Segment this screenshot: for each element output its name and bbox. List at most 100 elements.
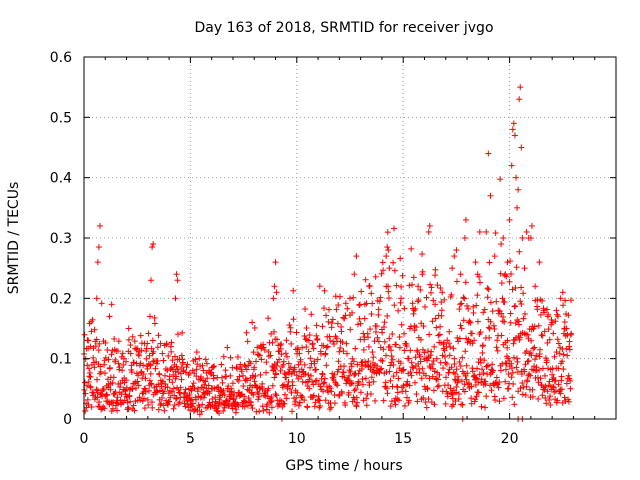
data-point xyxy=(95,347,102,354)
data-point xyxy=(378,365,385,372)
data-point xyxy=(89,316,96,323)
data-point xyxy=(509,369,516,376)
data-point xyxy=(174,331,181,338)
data-point xyxy=(108,301,115,308)
data-point xyxy=(401,330,408,337)
data-point xyxy=(435,382,442,389)
data-point xyxy=(356,302,363,309)
data-point xyxy=(131,380,138,387)
data-point xyxy=(393,282,400,289)
data-point xyxy=(382,379,389,386)
data-point xyxy=(559,289,566,296)
data-point xyxy=(457,363,464,370)
data-point xyxy=(174,277,181,284)
data-point xyxy=(351,387,358,394)
data-point xyxy=(360,346,367,353)
data-point xyxy=(468,395,475,402)
data-point xyxy=(220,353,227,360)
data-point xyxy=(550,330,557,337)
data-point xyxy=(85,378,92,385)
data-point xyxy=(193,349,200,356)
data-point xyxy=(256,408,263,415)
data-point xyxy=(269,339,276,346)
data-point xyxy=(171,392,178,399)
data-point xyxy=(244,338,251,345)
data-point xyxy=(187,407,194,414)
data-point xyxy=(178,376,185,383)
data-point xyxy=(234,353,241,360)
data-point xyxy=(404,394,411,401)
data-point xyxy=(561,394,568,401)
data-point xyxy=(481,306,488,313)
data-point xyxy=(333,380,340,387)
data-point xyxy=(419,365,426,372)
data-point xyxy=(135,382,142,389)
data-point xyxy=(296,350,303,357)
data-point xyxy=(410,310,417,317)
data-point xyxy=(281,391,288,398)
data-point xyxy=(337,344,344,351)
data-point xyxy=(114,407,121,414)
data-point xyxy=(364,334,371,341)
data-point xyxy=(376,369,383,376)
data-point xyxy=(509,394,516,401)
data-point xyxy=(113,397,120,404)
data-point xyxy=(379,259,386,266)
data-point xyxy=(173,373,180,380)
data-point xyxy=(553,349,560,356)
data-point xyxy=(188,387,195,394)
data-point xyxy=(528,352,535,359)
data-point xyxy=(373,323,380,330)
data-point xyxy=(98,300,105,307)
data-point xyxy=(472,396,479,403)
data-point xyxy=(519,391,526,398)
data-point xyxy=(173,363,180,370)
data-point xyxy=(369,300,376,307)
data-point xyxy=(417,336,424,343)
data-point xyxy=(492,397,499,404)
data-point xyxy=(163,340,170,347)
data-point xyxy=(508,162,515,169)
data-point xyxy=(94,376,101,383)
data-point xyxy=(321,379,328,386)
data-point xyxy=(483,393,490,400)
data-point xyxy=(453,389,460,396)
data-point xyxy=(377,357,384,364)
data-point xyxy=(433,324,440,331)
data-point xyxy=(397,299,404,306)
data-point xyxy=(147,362,154,369)
data-point xyxy=(271,374,278,381)
x-tick-label: 0 xyxy=(80,431,89,447)
data-point xyxy=(448,364,455,371)
data-point xyxy=(380,267,387,274)
data-point xyxy=(266,409,273,416)
data-point xyxy=(479,349,486,356)
data-point xyxy=(383,385,390,392)
data-point xyxy=(267,352,274,359)
data-point xyxy=(267,399,274,406)
data-point xyxy=(292,398,299,405)
data-point xyxy=(102,339,109,346)
data-point xyxy=(112,356,119,363)
data-point xyxy=(498,241,505,248)
data-point xyxy=(305,371,312,378)
data-point xyxy=(527,372,534,379)
data-point xyxy=(443,361,450,368)
data-point xyxy=(544,388,551,395)
data-point xyxy=(321,375,328,382)
data-point xyxy=(289,408,296,415)
data-point xyxy=(307,355,314,362)
data-point xyxy=(447,344,454,351)
data-point xyxy=(325,389,332,396)
data-point xyxy=(511,401,518,408)
data-point xyxy=(367,390,374,397)
data-point xyxy=(507,258,514,265)
data-point xyxy=(331,371,338,378)
data-point xyxy=(335,358,342,365)
data-point xyxy=(293,329,300,336)
data-point xyxy=(372,328,379,335)
data-point xyxy=(482,404,489,411)
data-point xyxy=(130,402,137,409)
data-point xyxy=(473,302,480,309)
data-point xyxy=(432,266,439,273)
